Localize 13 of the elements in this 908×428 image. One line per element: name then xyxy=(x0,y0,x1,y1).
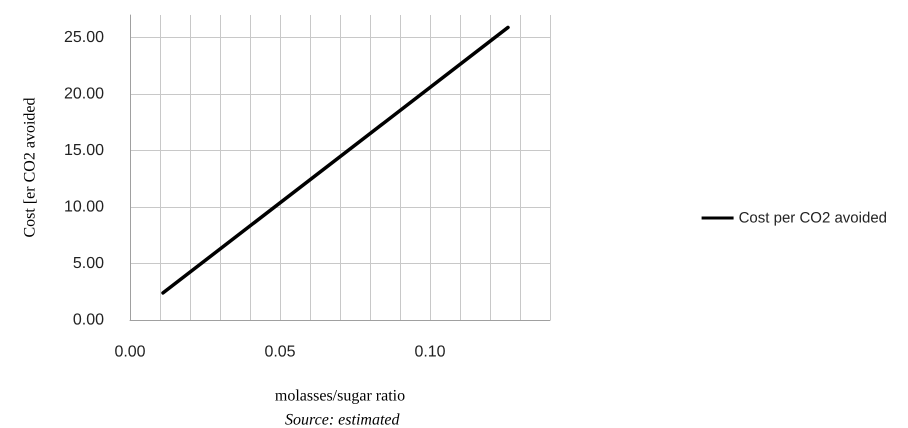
y-tick-label: 0.00 xyxy=(72,312,104,328)
y-tick-label: 20.00 xyxy=(64,86,104,103)
x-tick-label: 0.05 xyxy=(264,344,296,360)
legend-label: Cost per CO2 avoided xyxy=(738,210,888,226)
y-tick-label: 10.00 xyxy=(64,198,104,216)
y-axis-title: Cost [er CO2 avoided xyxy=(22,98,38,238)
x-tick-label: 0.10 xyxy=(414,344,446,360)
y-tick-label: 25.00 xyxy=(64,29,104,46)
source-note: Source: estimated xyxy=(285,412,400,428)
y-tick-label: 5.00 xyxy=(72,255,104,272)
x-tick-label: 0.00 xyxy=(114,344,146,360)
x-axis-title: molasses/sugar ratio xyxy=(274,388,406,404)
y-tick-label: 15.00 xyxy=(64,142,104,160)
